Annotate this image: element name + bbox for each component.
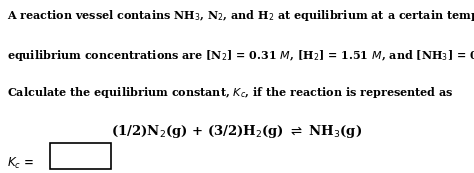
Text: equilibrium concentrations are [N$_2$] = 0.31 $M$, [H$_2$] = 1.51 $M$, and [NH$_: equilibrium concentrations are [N$_2$] =… xyxy=(7,48,474,63)
Text: (1/2)N$_2$(g) + (3/2)H$_2$(g) $\rightleftharpoons$ NH$_3$(g): (1/2)N$_2$(g) + (3/2)H$_2$(g) $\rightlef… xyxy=(111,123,363,140)
Bar xyxy=(50,143,111,169)
Text: Calculate the equilibrium constant, $K_c$, if the reaction is represented as: Calculate the equilibrium constant, $K_c… xyxy=(7,85,454,100)
Text: $K_c$ =: $K_c$ = xyxy=(7,156,35,171)
Text: A reaction vessel contains NH$_3$, N$_2$, and H$_2$ at equilibrium at a certain : A reaction vessel contains NH$_3$, N$_2$… xyxy=(7,8,474,23)
